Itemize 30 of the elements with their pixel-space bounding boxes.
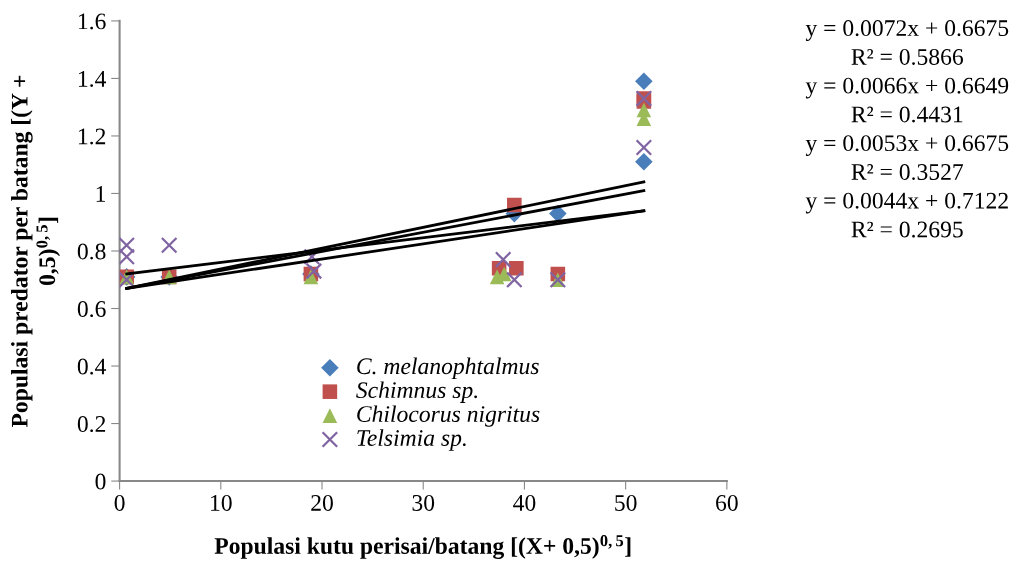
text: y = 0.0072x + 0.6675 — [805, 20, 1009, 41]
x-tick-label: 10 — [211, 494, 232, 511]
y-tick-label: 1.2 — [78, 128, 106, 145]
y-tick-label: 1 — [96, 186, 105, 202]
y-tick-label: 0.6 — [77, 301, 106, 318]
text: R² = 0.2695 — [851, 221, 963, 238]
text: y = 0.0053x + 0.6675 — [805, 135, 1009, 156]
x-tick-label: 30 — [412, 494, 435, 511]
y-tick-label: 1.4 — [78, 71, 107, 87]
y-tick-label: 0.4 — [77, 358, 107, 375]
y-tick-label: 1.6 — [78, 13, 106, 30]
text: R² = 0.5866 — [851, 48, 964, 65]
text: y = 0.0066x + 0.6649 — [805, 77, 1009, 99]
text: R² = 0.3527 — [851, 163, 964, 181]
x-tick-label: 40 — [513, 494, 536, 511]
y-tick-label: 0.8 — [77, 243, 106, 260]
y-tick-label: 0 — [95, 473, 106, 490]
legend-label: C. melanophtalmus — [357, 357, 539, 379]
text: y = 0.0044x + 0.7122 — [805, 192, 1008, 214]
x-axis-title: Populasi kutu perisai/batang [(X+ 0,5)$^{0,5}$] — [214, 535, 631, 559]
legend-label: Telsimia sp. — [357, 429, 466, 451]
y-tick-label: 0.2 — [77, 416, 106, 433]
y-axis-title: Populasi predator per batang [(Y + 0,5)$^{0,5}$] — [11, 75, 60, 428]
x-tick-label: 50 — [615, 494, 637, 511]
x-tick-label: 0 — [114, 494, 125, 511]
legend-label: Chilocorus nigritus — [357, 405, 540, 427]
x-tick-label: 60 — [716, 494, 738, 511]
text: R² = 0.4431 — [851, 106, 963, 123]
x-tick-label: 20 — [311, 494, 333, 511]
legend-label: Schimnus sp. — [356, 381, 478, 403]
